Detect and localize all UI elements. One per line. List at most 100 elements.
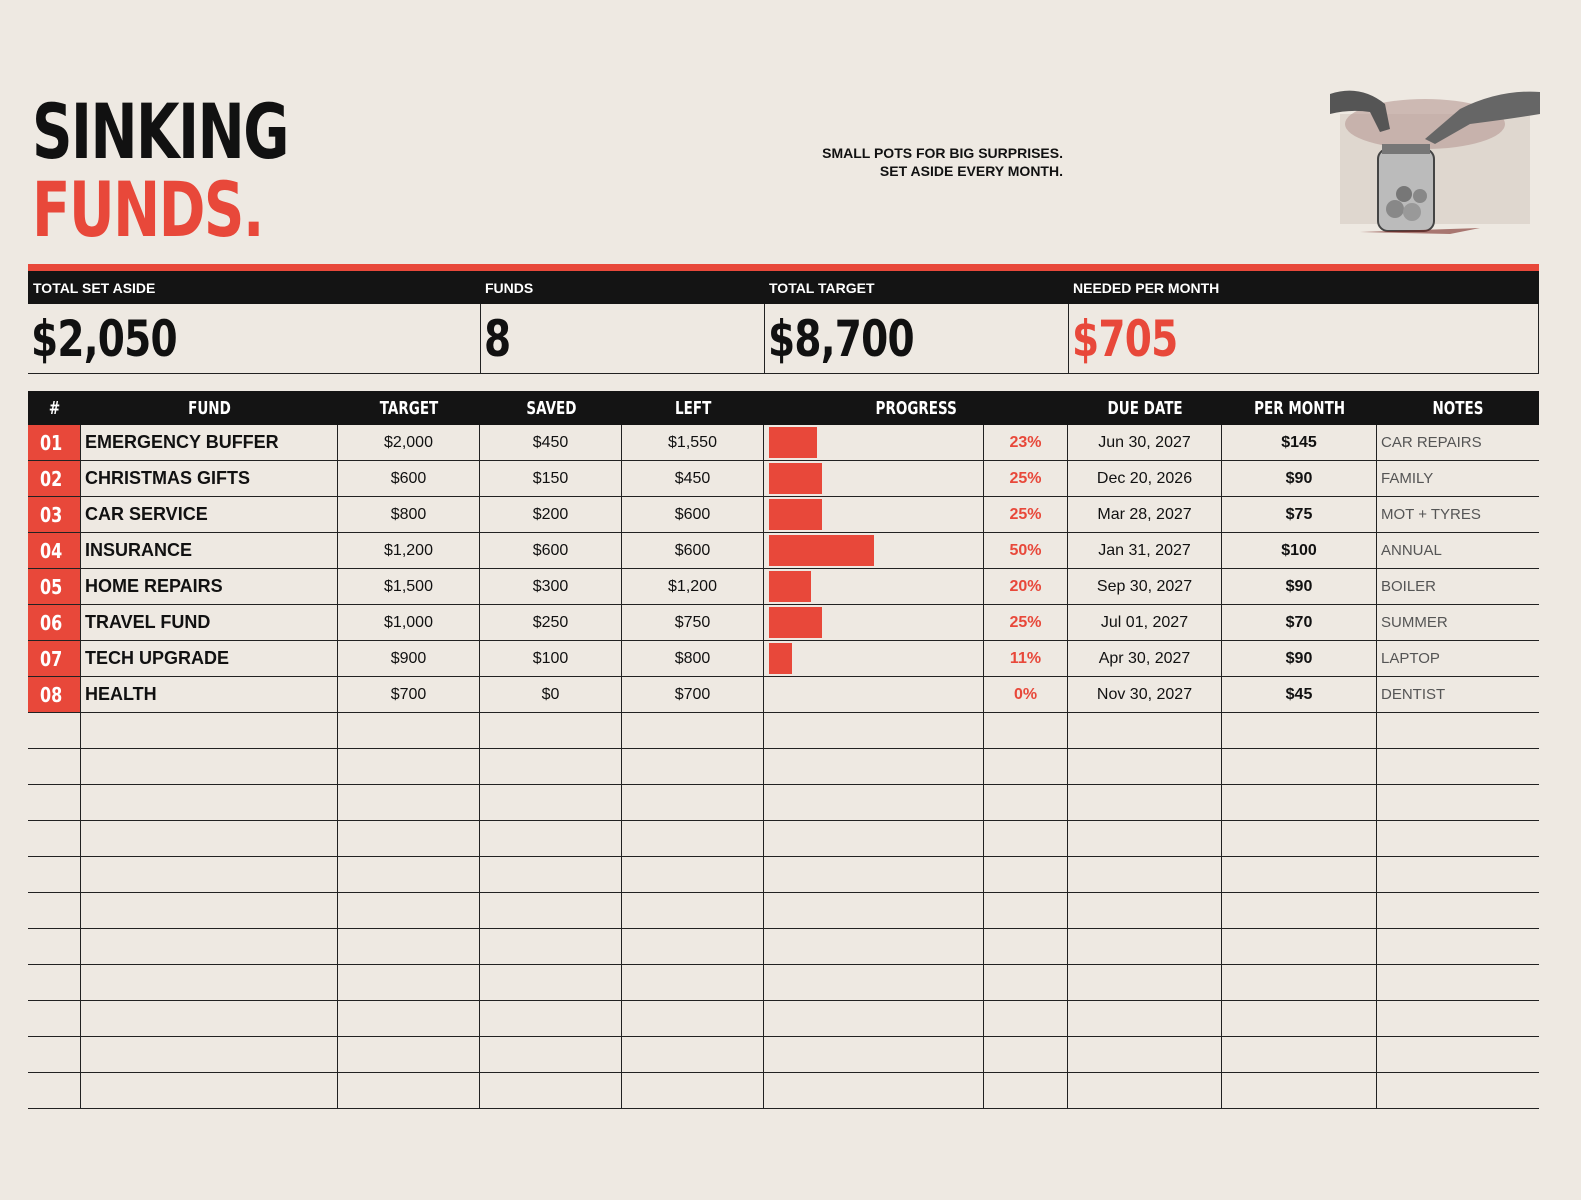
summary-label: FUNDS [480,271,764,304]
progress-cell [764,569,984,605]
summary-value: $705 [1068,304,1539,374]
cell-saved: $150 [480,461,622,497]
empty-cell [622,1037,764,1073]
cell-left: $600 [622,497,764,533]
empty-cell [1377,857,1539,893]
cell-saved: $100 [480,641,622,677]
cell-per-month: $45 [1222,677,1377,713]
text: 04 [40,538,63,563]
cell-progress-label: 25% [984,461,1068,497]
column-header: LEFT [622,391,764,425]
empty-cell [764,965,984,1001]
empty-cell [1377,1073,1539,1109]
text: $600 [390,469,427,487]
empty-cell [622,821,764,857]
cell-left: $700 [622,677,764,713]
cell-progress-label: 11% [984,641,1068,677]
text: $2,050 [31,310,178,368]
empty-cell [984,1073,1068,1109]
empty-cell [338,893,480,929]
cell-notes: MOT + TYRES [1377,497,1539,533]
progress-cell [764,461,984,497]
text: TARGET [379,397,439,419]
text: TRAVEL FUND [85,612,211,632]
progress-bar [769,499,822,530]
text: 25% [1009,613,1042,631]
empty-cell [1377,929,1539,965]
text: $90 [1285,649,1313,667]
text: SUMMER [1381,614,1448,631]
text: 25% [1009,505,1042,523]
empty-cell [338,857,480,893]
tagline: SET ASIDE EVERY MONTH. [879,163,1063,179]
empty-cell [480,965,622,1001]
text: $1,550 [668,433,717,451]
empty-cell [1377,965,1539,1001]
text: $75 [1285,505,1313,523]
empty-cell [1222,965,1377,1001]
empty-cell [81,713,338,749]
progress-bar [769,571,811,602]
empty-cell [28,821,81,857]
empty-cell [1377,1001,1539,1037]
empty-cell [764,893,984,929]
cell-due: Jan 31, 2027 [1068,533,1222,569]
empty-cell [81,1073,338,1109]
column-header: TARGET [338,391,480,425]
text: 25% [1009,469,1042,487]
cell-notes: CAR REPAIRS [1377,425,1539,461]
empty-cell [622,929,764,965]
summary-value: $2,050 [28,304,480,374]
progress-cell [764,497,984,533]
empty-cell [480,749,622,785]
cell-progress-label: 50% [984,533,1068,569]
text: NOTES [1432,397,1484,419]
cell-left: $1,200 [622,569,764,605]
empty-cell [764,1001,984,1037]
text: $2,000 [384,433,433,451]
cell-target: $2,000 [338,425,480,461]
cell-progress-label: 25% [984,605,1068,641]
text: Dec 20, 2026 [1096,469,1193,487]
empty-cell [480,893,622,929]
empty-cell [1068,857,1222,893]
empty-cell [28,749,81,785]
empty-cell [764,1073,984,1109]
text: EMERGENCY BUFFER [85,432,279,452]
empty-cell [81,1037,338,1073]
cell-target: $1,000 [338,605,480,641]
title-line: SINKING [32,87,289,176]
text: PROGRESS [875,397,957,419]
empty-cell [338,785,480,821]
cell-per-month: $90 [1222,461,1377,497]
empty-cell [338,1001,480,1037]
empty-cell [1068,1037,1222,1073]
empty-cell [480,1037,622,1073]
text: 50% [1009,541,1042,559]
title-line: FUNDS. [32,165,264,254]
empty-cell [1222,713,1377,749]
text: $8,700 [768,310,915,368]
text: Jun 30, 2027 [1098,433,1191,451]
text: 06 [40,610,63,635]
text: 05 [40,574,63,599]
cell-due: Dec 20, 2026 [1068,461,1222,497]
column-header: PROGRESS [764,391,1068,425]
empty-cell [984,749,1068,785]
summary-value: 8 [480,304,764,374]
empty-cell [480,785,622,821]
accent-bar [28,264,1539,271]
cell-saved: $0 [480,677,622,713]
text: Sep 30, 2027 [1096,577,1193,595]
empty-cell [1222,1037,1377,1073]
text: $1,000 [384,613,433,631]
empty-cell [1377,749,1539,785]
column-header: DUE DATE [1068,391,1222,425]
text: # [48,397,61,419]
progress-cell [764,641,984,677]
cell-fund: EMERGENCY BUFFER [81,425,338,461]
empty-cell [1222,1073,1377,1109]
empty-cell [1377,1037,1539,1073]
tagline: SMALL POTS FOR BIG SURPRISES. [822,145,1063,161]
empty-cell [764,821,984,857]
